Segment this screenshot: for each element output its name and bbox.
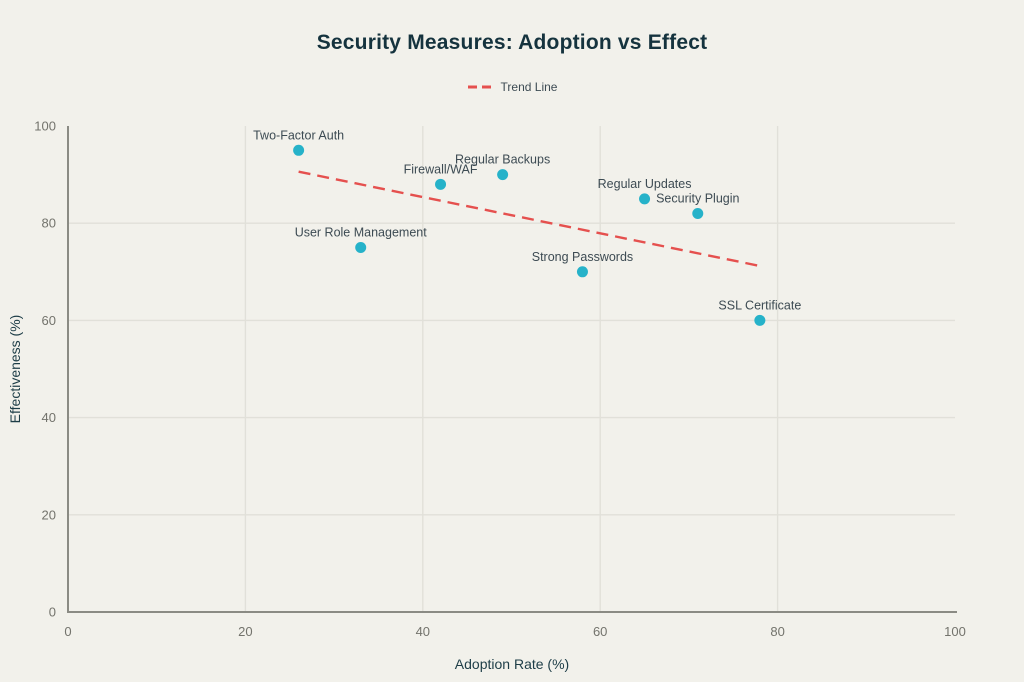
data-point[interactable]: [639, 193, 651, 205]
x-tick-label-80: 80: [770, 624, 784, 639]
trend-line: [298, 170, 761, 268]
x-tick-label-20: 20: [238, 624, 252, 639]
point-label: SSL Certificate: [718, 298, 801, 312]
chart-title: Security Measures: Adoption vs Effect: [316, 31, 708, 54]
data-point[interactable]: [692, 207, 704, 219]
data-point[interactable]: [576, 266, 588, 278]
point-label: Regular Backups: [455, 153, 550, 167]
x-tick-label-100: 100: [944, 624, 966, 639]
y-tick-label-80: 80: [42, 216, 56, 231]
point-label: Security Plugin: [656, 191, 739, 205]
point-label: User Role Management: [295, 226, 428, 240]
y-tick-label-20: 20: [42, 507, 56, 522]
point-label: Regular Updates: [598, 177, 692, 191]
x-tick-label-40: 40: [416, 624, 430, 639]
y-tick-label-60: 60: [42, 313, 56, 328]
point-label: Firewall/WAF: [404, 162, 478, 176]
data-point[interactable]: [435, 178, 447, 190]
data-point[interactable]: [355, 242, 367, 253]
point-label: Strong Passwords: [532, 250, 633, 264]
y-axis-title: Effectiveness (%): [7, 314, 23, 424]
data-point[interactable]: [293, 144, 305, 156]
trend-line-legend-swatch: [467, 85, 492, 89]
y-tick-label-40: 40: [42, 410, 56, 425]
x-tick-label-60: 60: [593, 624, 607, 639]
legend-item-trend-line[interactable]: Trend Line: [467, 80, 558, 94]
data-point[interactable]: [497, 169, 509, 181]
point-label: Two-Factor Auth: [253, 128, 344, 142]
data-point[interactable]: [754, 314, 766, 326]
x-tick-label-0: 0: [64, 624, 71, 639]
x-axis-title: Adoption Rate (%): [454, 656, 570, 672]
legend: Trend Line: [0, 80, 1024, 94]
y-tick-label-0: 0: [49, 605, 56, 620]
y-tick-label-100: 100: [34, 119, 56, 134]
legend-label: Trend Line: [500, 80, 558, 94]
